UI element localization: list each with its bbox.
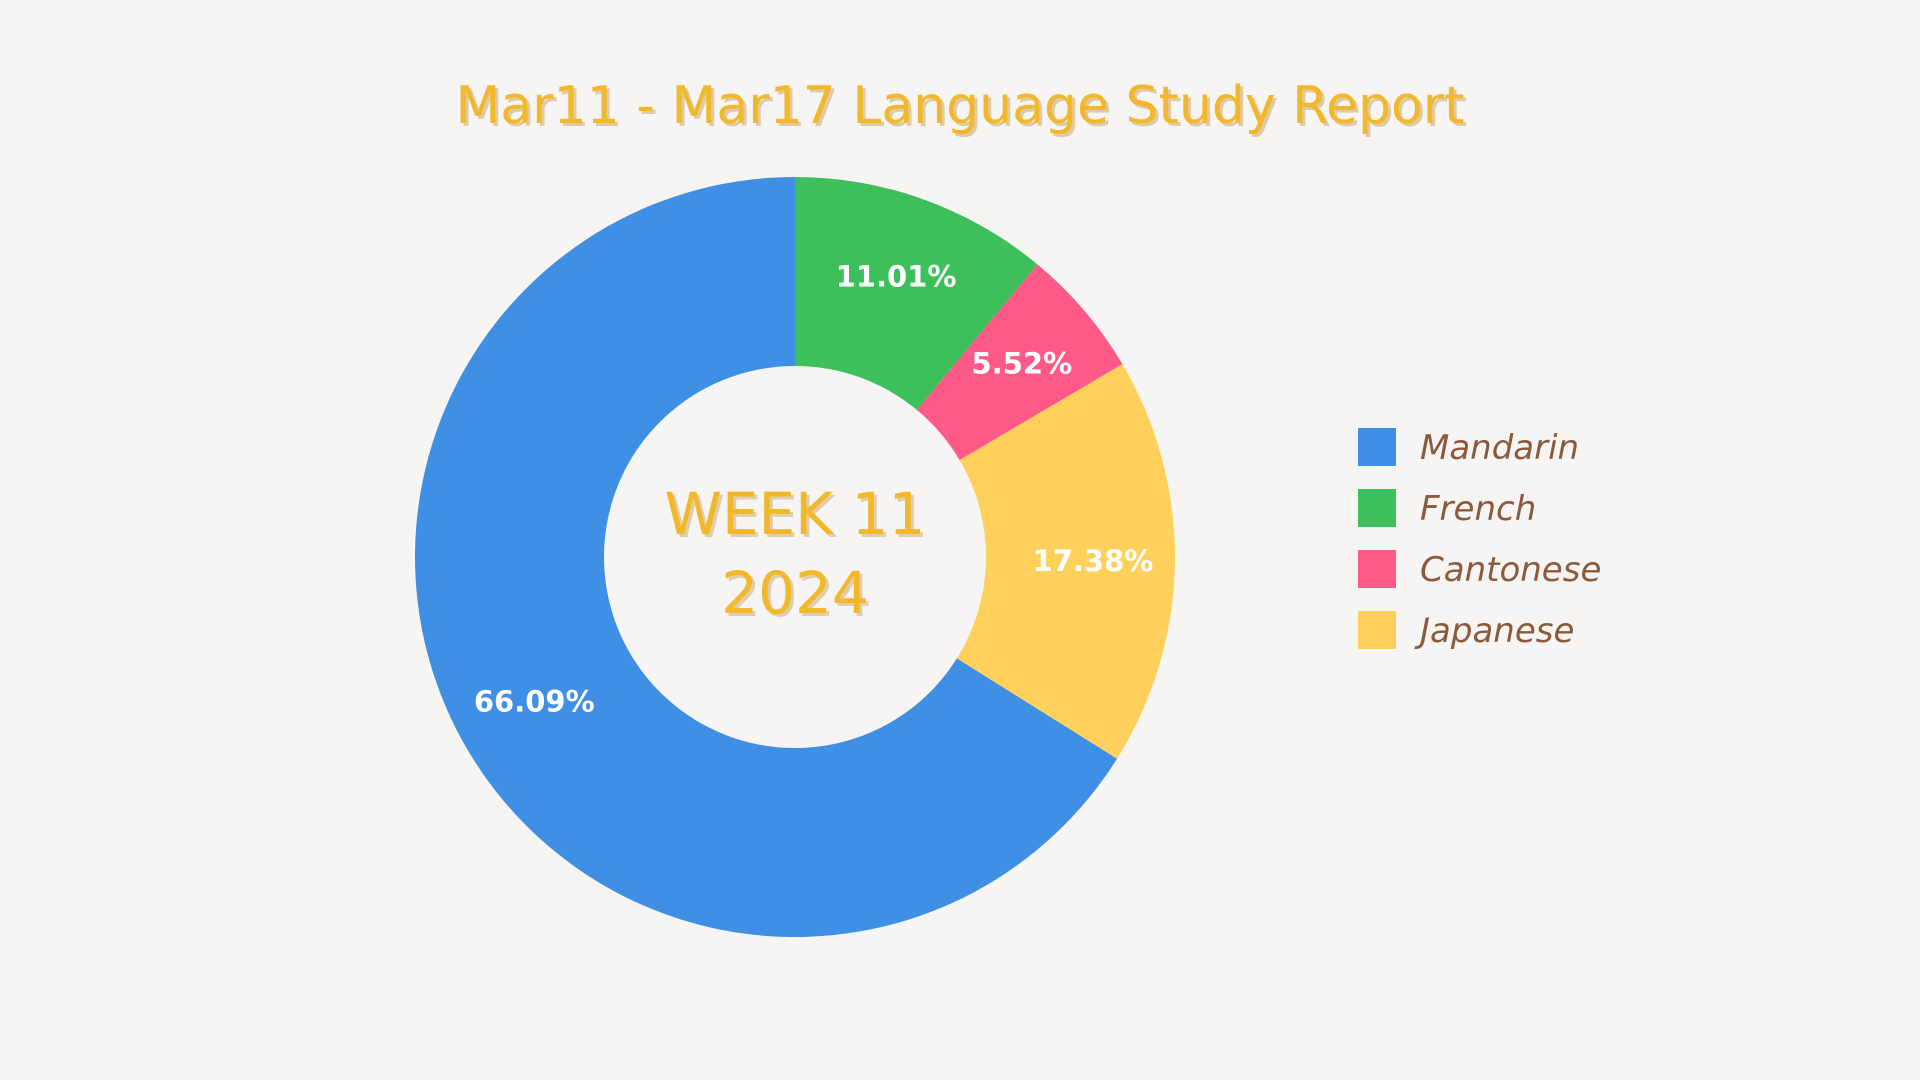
slice-french xyxy=(795,177,1038,410)
slice-label-cantonese: 5.52% xyxy=(972,347,1073,381)
slice-label-french: 11.01% xyxy=(836,260,957,294)
legend-label-mandarin: Mandarin xyxy=(1420,428,1579,468)
chart-title-shadow: Mar11 - Mar17 Language Study Report xyxy=(458,79,1467,139)
legend-label-cantonese: Cantonese xyxy=(1420,550,1601,590)
legend-swatch-french xyxy=(1358,489,1396,527)
slice-cantonese xyxy=(916,264,1123,461)
donut-slices xyxy=(415,177,1175,938)
legend-label-french: French xyxy=(1420,489,1536,529)
chart-legend: Mandarin French Cantonese Japanese xyxy=(1358,428,1601,651)
center-label-line1-shadow: WEEK 11 xyxy=(668,483,929,551)
slice-mandarin xyxy=(415,177,1117,938)
center-label-line2-shadow: 2024 xyxy=(724,562,872,630)
legend-swatch-cantonese xyxy=(1358,550,1396,588)
center-label-year: 2024 xyxy=(721,559,869,627)
slice-label-mandarin: 66.09% xyxy=(474,684,595,718)
slice-label-japanese: 17.38% xyxy=(1033,544,1154,578)
center-label-week: WEEK 11 xyxy=(665,480,926,548)
legend-label-japanese: Japanese xyxy=(1414,611,1574,651)
legend-swatch-mandarin xyxy=(1358,428,1396,466)
slice-japanese xyxy=(956,364,1175,759)
donut-slice-labels: 11.01% 5.52% 17.38% 66.09% xyxy=(474,260,1154,719)
legend-swatch-japanese xyxy=(1358,611,1396,649)
chart-title: Mar11 - Mar17 Language Study Report xyxy=(455,76,1464,136)
